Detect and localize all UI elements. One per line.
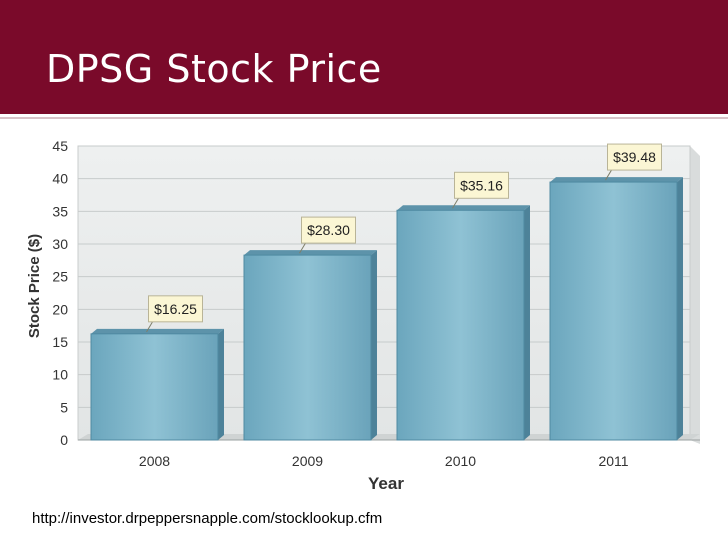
data-label-leader — [299, 242, 306, 254]
data-label-box — [301, 216, 356, 244]
bar — [90, 333, 219, 441]
bar-top — [91, 328, 224, 334]
data-label-box — [607, 143, 662, 171]
bar-side — [370, 250, 377, 440]
bar-chart: 0 5 10 15 20 25 30 35 40 45 $16.25 $28.30 $35.16 $39… — [26, 130, 710, 493]
data-label: $35.16 — [460, 177, 503, 193]
bar-top — [244, 250, 377, 256]
bar — [549, 181, 678, 441]
x-tick-label: 2008 — [139, 453, 170, 469]
data-labels: $16.25 $28.30 $35.16 $39.48 — [146, 143, 662, 333]
y-tick-label: 30 — [52, 236, 68, 252]
y-tick-label: 25 — [52, 269, 68, 285]
x-axis-ticks: 2008 2009 2010 2011 — [139, 453, 629, 469]
chart-container: 0 5 10 15 20 25 30 35 40 45 $16.25 $28.30 $35.16 $39… — [0, 126, 728, 506]
data-label-box — [454, 171, 509, 199]
data-label: $39.48 — [613, 149, 656, 165]
bar — [243, 254, 372, 441]
slide-header — [0, 0, 728, 114]
y-tick-label: 35 — [52, 203, 68, 219]
data-label-leader — [146, 321, 153, 333]
x-tick-label: 2009 — [292, 453, 323, 469]
y-tick-label: 5 — [60, 399, 68, 415]
bar-side — [676, 177, 683, 440]
data-label-leader — [452, 198, 459, 209]
data-label-leader — [605, 169, 612, 181]
plot-floor — [78, 434, 700, 440]
header-divider-shadow — [0, 117, 728, 119]
y-axis-ticks: 0 5 10 15 20 25 30 35 40 45 — [52, 138, 68, 448]
bar-top — [397, 205, 530, 211]
y-tick-label: 10 — [52, 367, 68, 383]
data-label: $16.25 — [154, 301, 197, 317]
y-tick-label: 45 — [52, 138, 68, 154]
y-tick-label: 0 — [60, 432, 68, 448]
y-axis-label: Stock Price ($) — [26, 234, 43, 338]
bar-top — [550, 177, 683, 183]
bar-side — [217, 328, 224, 440]
slide-title: DPSG Stock Price — [46, 47, 382, 91]
y-tick-label: 15 — [52, 334, 68, 350]
x-tick-label: 2011 — [598, 453, 628, 469]
y-tick-label: 20 — [52, 301, 68, 317]
header-divider — [0, 114, 728, 117]
x-tick-label: 2010 — [445, 453, 476, 469]
bars — [90, 177, 683, 441]
data-label: $28.30 — [307, 222, 350, 238]
source-link[interactable]: http://investor.drpeppersnapple.com/stoc… — [32, 510, 383, 527]
x-axis-label: Year — [368, 474, 404, 493]
y-tick-label: 40 — [52, 171, 68, 187]
bar — [396, 209, 525, 441]
data-label-box — [148, 295, 203, 323]
bar-side — [523, 205, 530, 440]
